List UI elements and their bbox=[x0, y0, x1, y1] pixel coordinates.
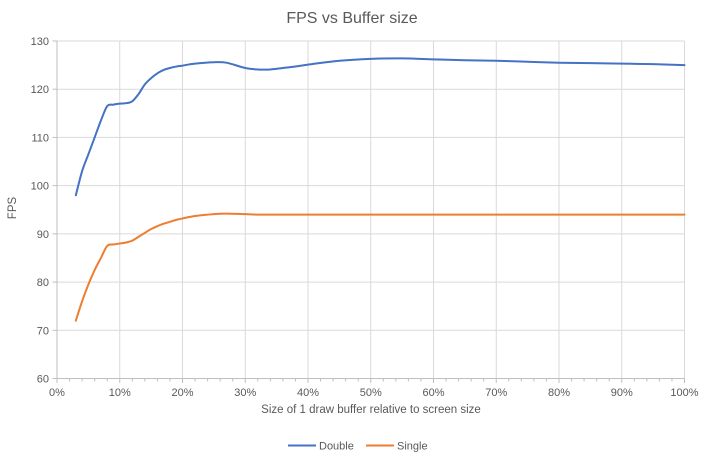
legend-item-double[interactable]: Double bbox=[288, 441, 354, 453]
x-tick-label: 60% bbox=[422, 387, 444, 399]
series-line-double bbox=[74, 57, 686, 197]
series-lines bbox=[74, 57, 686, 322]
x-tick-label: 40% bbox=[297, 387, 319, 399]
y-axis-title: FPS bbox=[7, 196, 19, 219]
chart-title: FPS vs Buffer size bbox=[286, 10, 417, 27]
tick-marks bbox=[52, 40, 685, 383]
x-tick-label: 50% bbox=[360, 387, 382, 399]
legend-item-single[interactable]: Single bbox=[366, 441, 428, 453]
x-tick-label: 20% bbox=[171, 387, 193, 399]
y-tick-label: 90 bbox=[37, 229, 49, 241]
x-tick-label: 0% bbox=[49, 387, 65, 399]
series-line-single bbox=[74, 212, 686, 322]
y-tick-label: 70 bbox=[37, 325, 49, 337]
gridlines bbox=[57, 40, 685, 379]
y-tick-label: 130 bbox=[31, 36, 49, 48]
tick-labels: 60 70 80 90 100 110 120 130 0% 10% 20% 30% 40% 50% 60%… bbox=[31, 36, 699, 399]
x-axis-title: Size of 1 draw buffer relative to screen… bbox=[261, 404, 481, 416]
y-tick-label: 110 bbox=[31, 132, 49, 144]
legend-label: Single bbox=[397, 441, 428, 453]
y-tick-label: 120 bbox=[31, 84, 49, 96]
x-tick-label: 30% bbox=[234, 387, 256, 399]
legend: Double Single bbox=[288, 441, 428, 453]
y-tick-label: 100 bbox=[31, 181, 49, 193]
x-tick-label: 90% bbox=[611, 387, 633, 399]
legend-label: Double bbox=[319, 441, 354, 453]
y-tick-label: 80 bbox=[37, 277, 49, 289]
x-tick-label: 70% bbox=[485, 387, 507, 399]
x-tick-label: 100% bbox=[670, 387, 698, 399]
x-tick-label: 80% bbox=[548, 387, 570, 399]
y-tick-label: 60 bbox=[37, 374, 49, 386]
x-tick-label: 10% bbox=[109, 387, 131, 399]
